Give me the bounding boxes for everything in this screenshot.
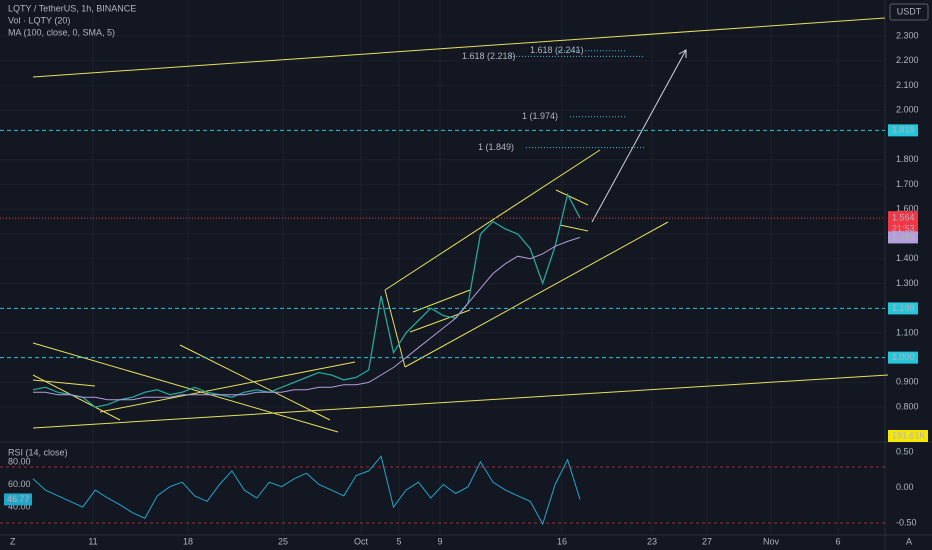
footer-right[interactable]: A — [906, 536, 912, 546]
trend-line — [32, 342, 339, 433]
countdown: 21:53 — [892, 224, 915, 234]
level-label: 1.919 — [892, 125, 915, 135]
x-tick-label: 25 — [278, 536, 288, 546]
indicator-label: Vol · LQTY (20) — [8, 15, 70, 25]
level-label: 1.199 — [892, 303, 915, 313]
rsi-tick-label: 40.00 — [8, 501, 31, 511]
x-tick-label: 9 — [437, 536, 442, 546]
rsi-label: RSI (14, close) — [8, 447, 68, 457]
chart-title: LQTY / TetherUS, 1h, BINANCE — [8, 3, 136, 13]
ma-line — [33, 236, 581, 401]
x-tick-label: 11 — [88, 536, 97, 546]
level-box — [888, 302, 918, 315]
fib-label: 1 (1.849) — [478, 142, 514, 152]
y-tick-label: 2.000 — [896, 105, 919, 115]
trend-line — [99, 361, 356, 413]
y-tick-label: 2.300 — [896, 30, 919, 40]
arrow-head — [678, 49, 687, 58]
trend-line — [384, 289, 406, 368]
level-label: 1.000 — [892, 352, 915, 362]
trend-line — [32, 374, 121, 421]
indicator-label: MA (100, close, 0, SMA, 5) — [8, 27, 115, 37]
currency-box[interactable] — [889, 3, 929, 21]
x-tick-label: 18 — [183, 536, 193, 546]
rsi-last-label: 46.77 — [7, 494, 30, 504]
trend-line — [32, 374, 889, 429]
x-tick-label: 6 — [835, 536, 840, 546]
price-line — [32, 192, 581, 408]
rsi-tick-label: 60.00 — [8, 479, 31, 489]
y-tick-label: 1.100 — [896, 327, 919, 337]
y-tick-label: 2.200 — [896, 55, 919, 65]
x-tick-label: 27 — [702, 536, 712, 546]
rsi-y2-tick-label: 0.00 — [896, 482, 914, 492]
volume-label: 191.61K — [892, 430, 926, 440]
y-tick-label: 2.100 — [896, 80, 919, 90]
rsi-y2-tick-label: 0.50 — [896, 446, 914, 456]
trend-line — [32, 17, 886, 78]
y-tick-label: 1.600 — [896, 204, 919, 214]
level-box — [888, 124, 918, 137]
rsi-last-box — [4, 493, 32, 506]
projection-arrow — [591, 49, 687, 223]
fib-label: 1 (1.974) — [522, 111, 558, 121]
y-tick-label: 0.900 — [896, 377, 919, 387]
x-tick-label: 23 — [647, 536, 657, 546]
rsi-y2-tick-label: -0.50 — [896, 517, 917, 527]
trend-line — [555, 189, 589, 206]
trend-line — [559, 224, 589, 232]
rsi-tick-label: 80.00 — [8, 456, 31, 466]
trend-line — [404, 221, 669, 368]
footer-left[interactable]: Z — [10, 536, 16, 546]
y-tick-label: 0.800 — [896, 401, 919, 411]
rsi-line — [32, 455, 581, 526]
ma-box — [888, 231, 918, 244]
x-tick-label: Oct — [354, 536, 369, 546]
y-tick-label: 1.300 — [896, 278, 919, 288]
plot — [0, 50, 885, 526]
volume-box — [888, 430, 928, 442]
currency: USDT — [897, 6, 922, 16]
trend-line — [32, 379, 96, 387]
y-tick-label: 1.800 — [896, 154, 919, 164]
x-tick-label: 5 — [396, 536, 401, 546]
grid — [0, 0, 885, 535]
last-price-box — [888, 211, 918, 236]
x-tick-label: Nov — [763, 536, 780, 546]
fib-label: 1.618 (2.218) — [462, 51, 516, 61]
trend-line — [384, 149, 601, 291]
y-tick-label: 1.700 — [896, 179, 919, 189]
fib-label: 1.618 (2.241) — [530, 45, 584, 55]
last-price-label: 1.564 — [892, 213, 915, 223]
x-tick-label: 16 — [557, 536, 567, 546]
ma-label: 1.486 — [892, 232, 915, 242]
y-tick-label: 1.400 — [896, 253, 919, 263]
level-box — [888, 351, 918, 364]
